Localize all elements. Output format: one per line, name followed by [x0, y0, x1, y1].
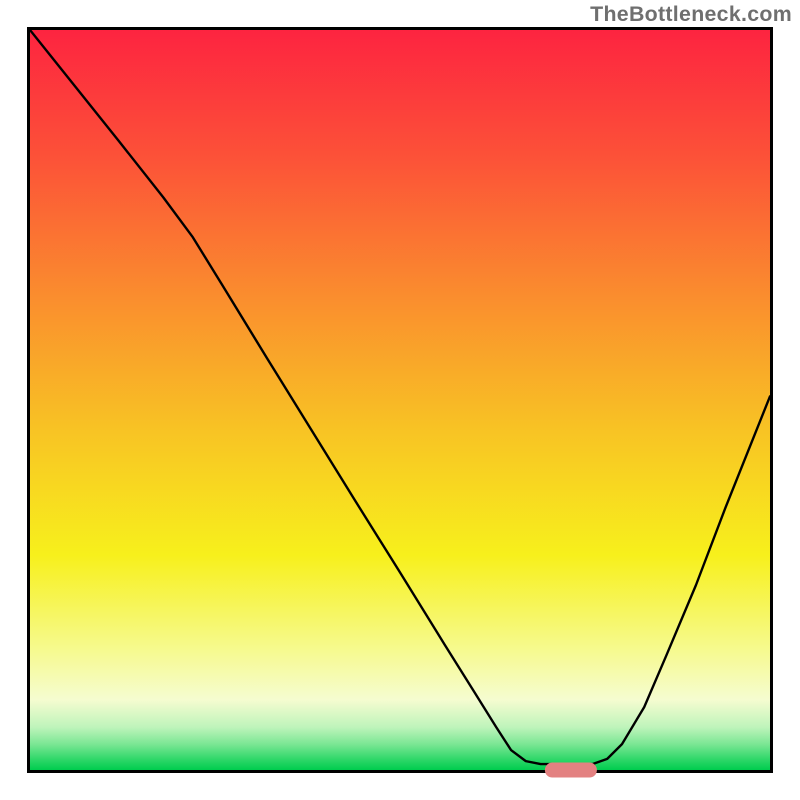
data-curve-path	[30, 30, 770, 764]
data-curve-svg	[30, 30, 770, 770]
minimum-marker	[545, 763, 597, 778]
chart-root: TheBottleneck.com	[0, 0, 800, 800]
watermark-text: TheBottleneck.com	[590, 2, 792, 27]
plot-area	[27, 27, 773, 773]
